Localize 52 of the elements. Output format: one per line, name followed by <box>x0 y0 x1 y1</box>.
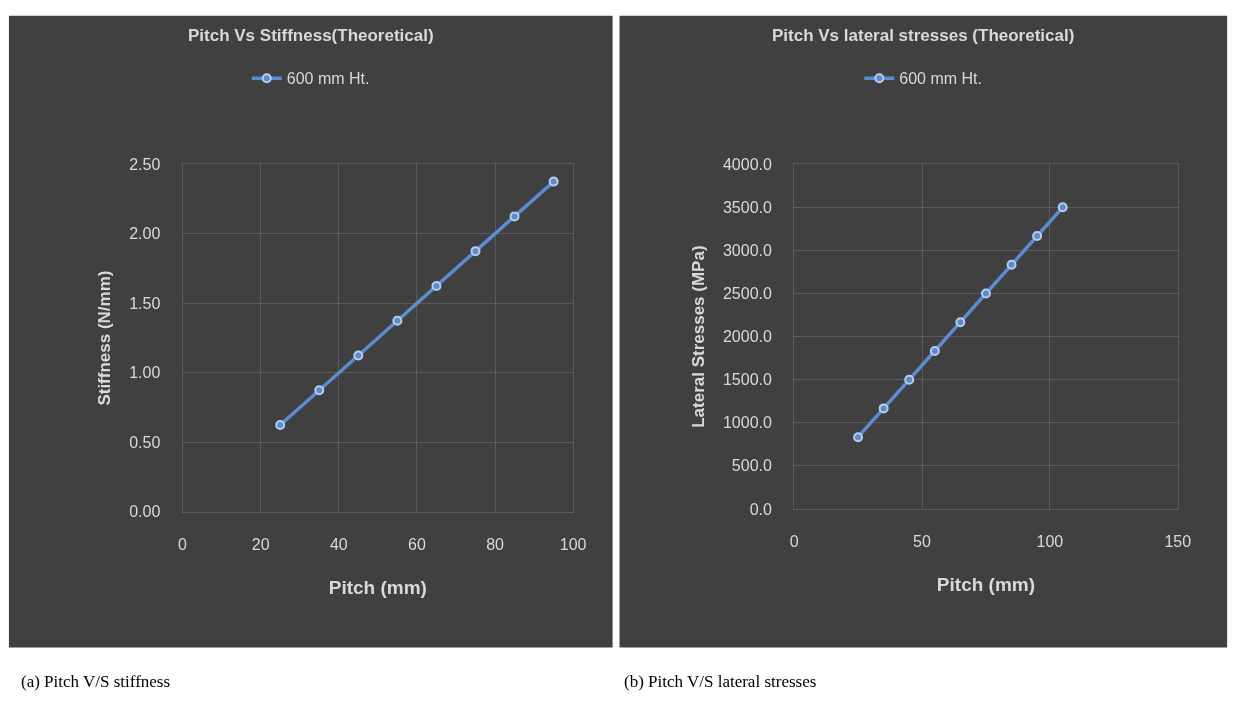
point <box>431 280 442 291</box>
x-tick-label: 60 <box>408 536 426 554</box>
legend-label: 600 mm Ht. <box>286 70 370 88</box>
y-axis-title: Lateral Stresses (MPa) <box>688 245 708 428</box>
y-tick-label: 1.50 <box>129 294 161 312</box>
x-tick-label: 100 <box>1036 533 1064 551</box>
point <box>353 350 364 361</box>
text: (a) Pitch V/S stiffness <box>21 672 171 691</box>
y-tick-label: 0.50 <box>129 433 161 451</box>
x-tick-label: 40 <box>329 536 348 554</box>
y-tick-label: 2500.0 <box>722 285 773 303</box>
point <box>853 432 864 443</box>
y-tick-label: 0.0 <box>749 500 772 518</box>
legend-label: 600 mm Ht. <box>899 70 983 88</box>
y-axis-title: Stiffness (N/mm) <box>94 270 114 406</box>
chart-title: Pitch Vs lateral stresses (Theoretical) <box>772 26 1075 45</box>
text: (b) Pitch V/S lateral stresses <box>624 672 817 691</box>
x-tick-label: 150 <box>1164 533 1192 551</box>
point <box>392 315 403 326</box>
y-tick-label: 2000.0 <box>722 328 773 346</box>
chart-title: Pitch Vs Stiffness(Theoretical) <box>188 26 434 45</box>
point <box>878 403 889 414</box>
x-axis-title: Pitch (mm) <box>328 576 427 598</box>
y-tick-label: 1000.0 <box>722 414 773 432</box>
y-tick-label: 1.00 <box>129 364 161 382</box>
y-tick-label: 4000.0 <box>722 155 773 173</box>
y-tick-label: 2.50 <box>129 155 161 173</box>
x-axis-title: Pitch (mm) <box>936 573 1036 595</box>
y-tick-label: 0.00 <box>129 503 161 521</box>
point <box>1032 231 1043 242</box>
y-tick-label: 3500.0 <box>722 198 773 216</box>
x-tick-label: 100 <box>559 536 587 554</box>
x-tick-label: 50 <box>913 533 932 551</box>
x-tick-label: 0 <box>178 536 188 554</box>
point <box>548 176 559 187</box>
point <box>509 211 520 222</box>
point <box>955 317 966 328</box>
point <box>904 374 915 385</box>
point <box>275 419 286 430</box>
y-tick-label: 500.0 <box>731 457 772 475</box>
point <box>470 246 481 257</box>
point <box>980 288 991 299</box>
point <box>1057 202 1068 213</box>
point <box>1006 259 1017 270</box>
y-tick-label: 1500.0 <box>722 371 773 389</box>
point <box>929 345 940 356</box>
x-tick-label: 20 <box>251 536 270 554</box>
point <box>314 385 325 396</box>
y-tick-label: 2.00 <box>129 225 161 243</box>
y-tick-label: 3000.0 <box>722 242 773 260</box>
x-tick-label: 0 <box>789 533 799 551</box>
x-tick-label: 80 <box>486 536 505 554</box>
